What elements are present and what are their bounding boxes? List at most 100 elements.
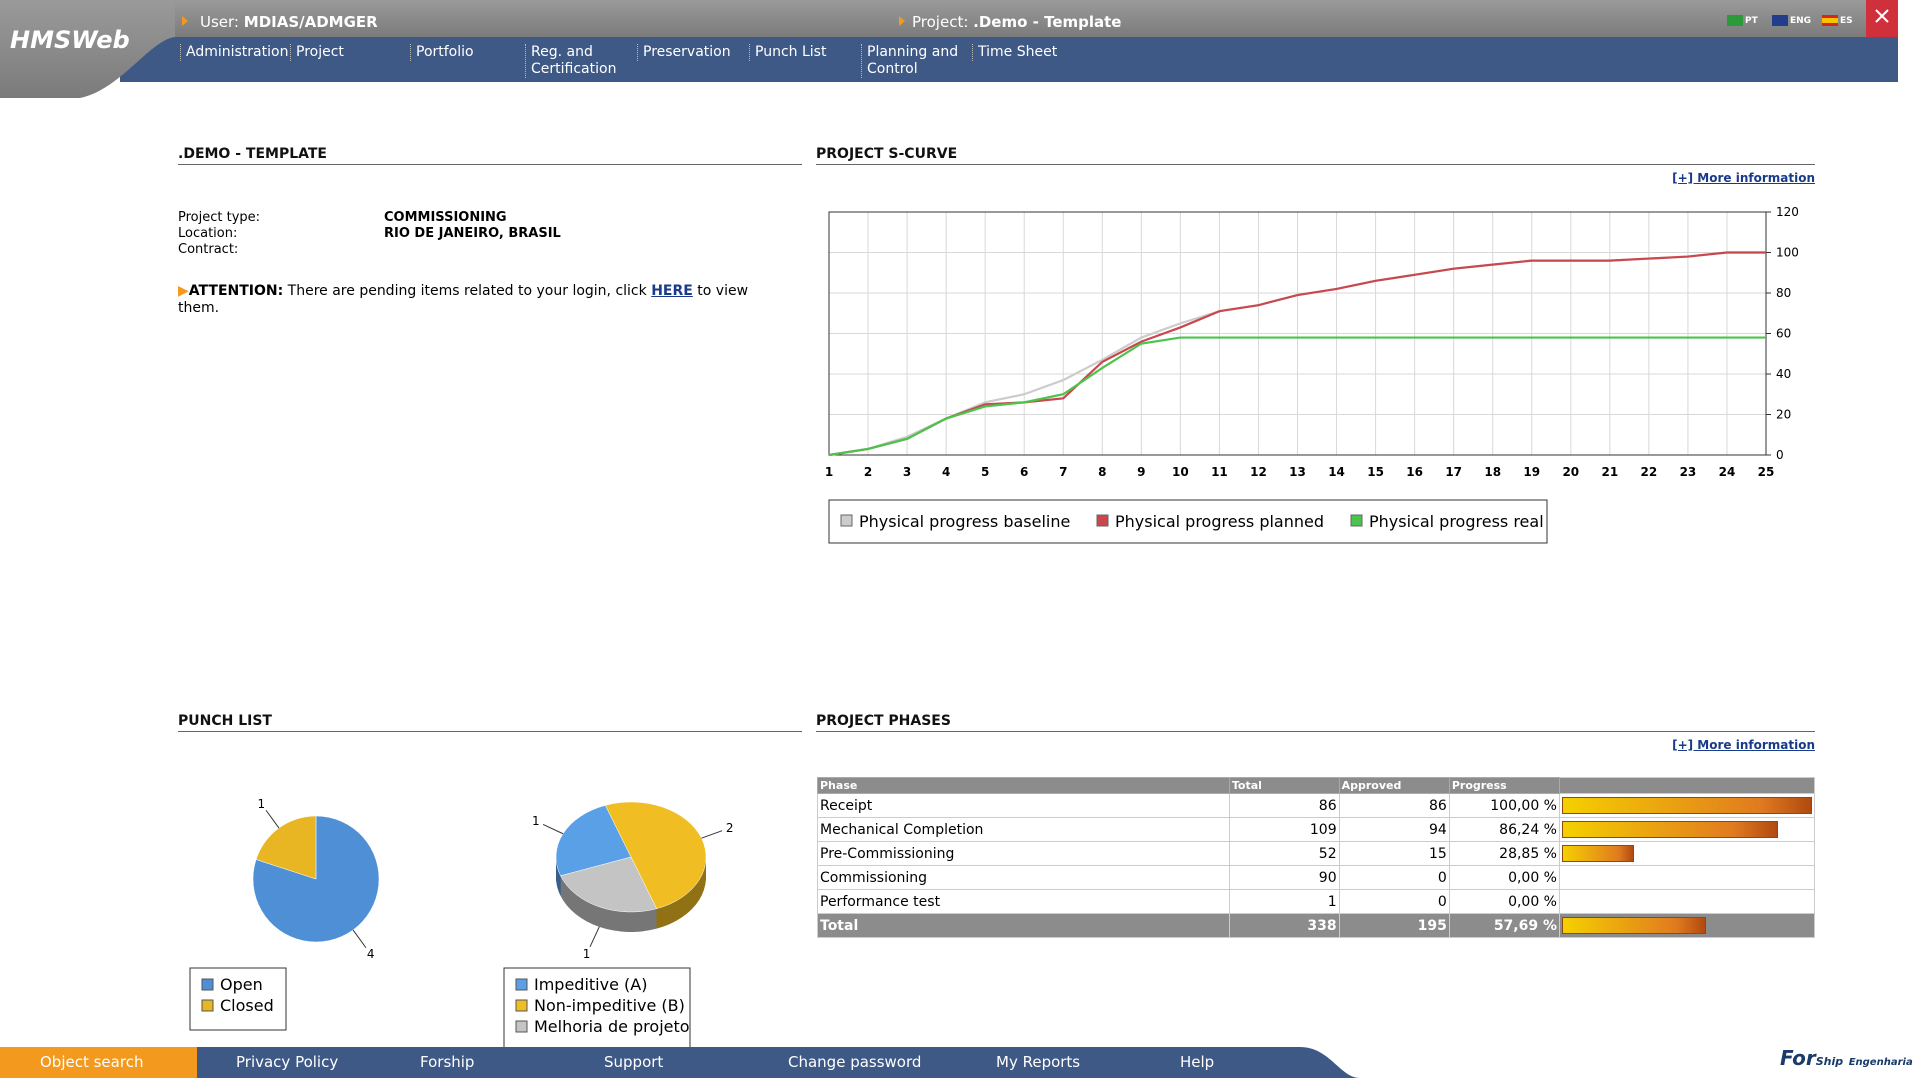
lang-es[interactable]: ES bbox=[1840, 16, 1853, 26]
footer-item[interactable]: Object search bbox=[40, 1053, 144, 1071]
pie-label: 1 bbox=[532, 814, 540, 828]
legend-swatch bbox=[201, 978, 214, 991]
legend-label: Physical progress planned bbox=[1115, 512, 1324, 531]
x-tick-label: 24 bbox=[1719, 465, 1736, 479]
brand-sub: Ship bbox=[1815, 1055, 1844, 1068]
section-title: PUNCH LIST bbox=[178, 713, 802, 732]
y-tick-label: 120 bbox=[1776, 205, 1799, 219]
footer-item[interactable]: Privacy Policy bbox=[236, 1053, 339, 1071]
legend-box bbox=[503, 967, 691, 1049]
x-tick-label: 6 bbox=[1020, 465, 1028, 479]
nav-item[interactable]: Administration bbox=[180, 44, 288, 61]
table-header: Phase Total Approved Progress bbox=[817, 777, 1815, 794]
x-tick-label: 19 bbox=[1523, 465, 1540, 479]
legend-swatch bbox=[1096, 514, 1109, 527]
field-value: COMMISSIONING bbox=[384, 210, 507, 225]
table-row: Performance test 1 0 0,00 % bbox=[817, 889, 1815, 914]
footer-item[interactable]: My Reports bbox=[996, 1053, 1081, 1071]
footer-item[interactable]: Change password bbox=[788, 1053, 922, 1071]
cell-phase: Mechanical Completion bbox=[817, 817, 1230, 842]
section-title: PROJECT PHASES bbox=[816, 713, 1815, 732]
cell-total: 338 bbox=[1228, 913, 1340, 938]
cell-bar bbox=[1559, 817, 1815, 842]
cell-total: 109 bbox=[1228, 817, 1340, 842]
nav-item[interactable]: Reg. and Certification bbox=[525, 44, 631, 78]
table-row: Mechanical Completion 109 94 86,24 % bbox=[817, 817, 1815, 842]
field-label: Project type: bbox=[178, 210, 261, 225]
cell-phase: Pre-Commissioning bbox=[817, 841, 1230, 866]
cell-total: 86 bbox=[1228, 793, 1340, 818]
attention-end: to view them. bbox=[178, 283, 749, 316]
total-row: Total 338 195 57,69 % bbox=[817, 913, 1815, 938]
pie-label: 1 bbox=[258, 797, 266, 811]
plot-frame bbox=[828, 211, 1767, 456]
nav-item[interactable]: Planning and Control bbox=[861, 44, 966, 78]
lang-pt[interactable]: PT bbox=[1745, 16, 1758, 26]
progress-bar bbox=[1562, 917, 1707, 934]
field-label: Location: bbox=[178, 226, 238, 241]
logo: HMSWeb bbox=[10, 26, 130, 54]
x-tick-label: 2 bbox=[864, 465, 872, 479]
footer-bg bbox=[0, 1047, 1360, 1078]
cell-bar bbox=[1559, 841, 1815, 866]
attention-text: There are pending items related to your … bbox=[287, 283, 647, 299]
phases-table: Phase Total Approved Progress Receipt 86 86 100… bbox=[817, 777, 1815, 938]
section-title: .DEMO - TEMPLATE bbox=[178, 146, 802, 165]
cell-phase: Receipt bbox=[817, 793, 1230, 818]
column-header: Approved bbox=[1338, 777, 1450, 794]
cell-bar bbox=[1559, 913, 1815, 938]
cell-total: 90 bbox=[1228, 865, 1340, 890]
x-tick-label: 5 bbox=[981, 465, 989, 479]
pie-leader bbox=[265, 809, 280, 829]
cell-phase: Total bbox=[817, 913, 1230, 938]
pie-slice bbox=[604, 801, 707, 909]
user-name: MDIAS/ADMGER bbox=[243, 13, 378, 31]
column-header-bar bbox=[1559, 777, 1815, 794]
legend-label: Non-impeditive (B) bbox=[534, 996, 685, 1015]
x-tick-label: 18 bbox=[1484, 465, 1501, 479]
x-tick-label: 7 bbox=[1059, 465, 1067, 479]
more-info-link[interactable]: [+] More information bbox=[1672, 171, 1815, 185]
brand: ForShip Engenharia bbox=[1780, 1046, 1913, 1070]
field-label: Contract: bbox=[178, 242, 239, 257]
series-line bbox=[828, 336, 1766, 457]
cell-approved: 94 bbox=[1338, 817, 1450, 842]
more-info-link[interactable]: [+] More information bbox=[1672, 738, 1815, 752]
section-title: PROJECT S-CURVE bbox=[816, 146, 1815, 165]
field-value: RIO DE JANEIRO, BRASIL bbox=[384, 226, 561, 241]
cell-progress: 0,00 % bbox=[1448, 865, 1561, 890]
footer-item[interactable]: Forship bbox=[420, 1053, 475, 1071]
legend-swatch bbox=[515, 999, 528, 1012]
cell-phase: Performance test bbox=[817, 889, 1230, 914]
x-tick-label: 13 bbox=[1289, 465, 1306, 479]
cell-total: 1 bbox=[1228, 889, 1340, 914]
x-tick-label: 16 bbox=[1406, 465, 1423, 479]
legend-swatch bbox=[201, 999, 214, 1012]
x-tick-label: 11 bbox=[1211, 465, 1228, 479]
legend-label: Melhoria de projeto bbox=[534, 1017, 690, 1036]
footer-item[interactable]: Help bbox=[1180, 1053, 1215, 1071]
attention-label: ATTENTION: bbox=[188, 283, 284, 299]
legend-label: Impeditive (A) bbox=[534, 975, 647, 994]
footer-item[interactable]: Support bbox=[604, 1053, 664, 1071]
column-header: Phase bbox=[817, 777, 1230, 794]
user: User: MDIAS/ADMGER bbox=[200, 13, 378, 31]
here-link[interactable]: HERE bbox=[651, 283, 693, 299]
table-row: Receipt 86 86 100,00 % bbox=[817, 793, 1815, 818]
close-button[interactable] bbox=[1866, 0, 1898, 37]
y-tick-label: 60 bbox=[1776, 327, 1791, 341]
project-label: Project: bbox=[912, 13, 969, 31]
nav-item[interactable]: Project bbox=[290, 44, 404, 61]
nav-item[interactable]: Time Sheet bbox=[972, 44, 1074, 61]
nav-item[interactable]: Punch List bbox=[749, 44, 855, 61]
pie-leader bbox=[701, 830, 723, 839]
nav-item[interactable]: Portfolio bbox=[410, 44, 519, 61]
x-tick-label: 20 bbox=[1562, 465, 1579, 479]
lang-eng[interactable]: ENG bbox=[1790, 16, 1812, 26]
cell-approved: 0 bbox=[1338, 865, 1450, 890]
cell-bar bbox=[1559, 793, 1815, 818]
legend-swatch bbox=[840, 514, 853, 527]
cell-progress: 0,00 % bbox=[1448, 889, 1561, 914]
nav-item[interactable]: Preservation bbox=[637, 44, 743, 61]
cell-progress: 100,00 % bbox=[1448, 793, 1561, 818]
